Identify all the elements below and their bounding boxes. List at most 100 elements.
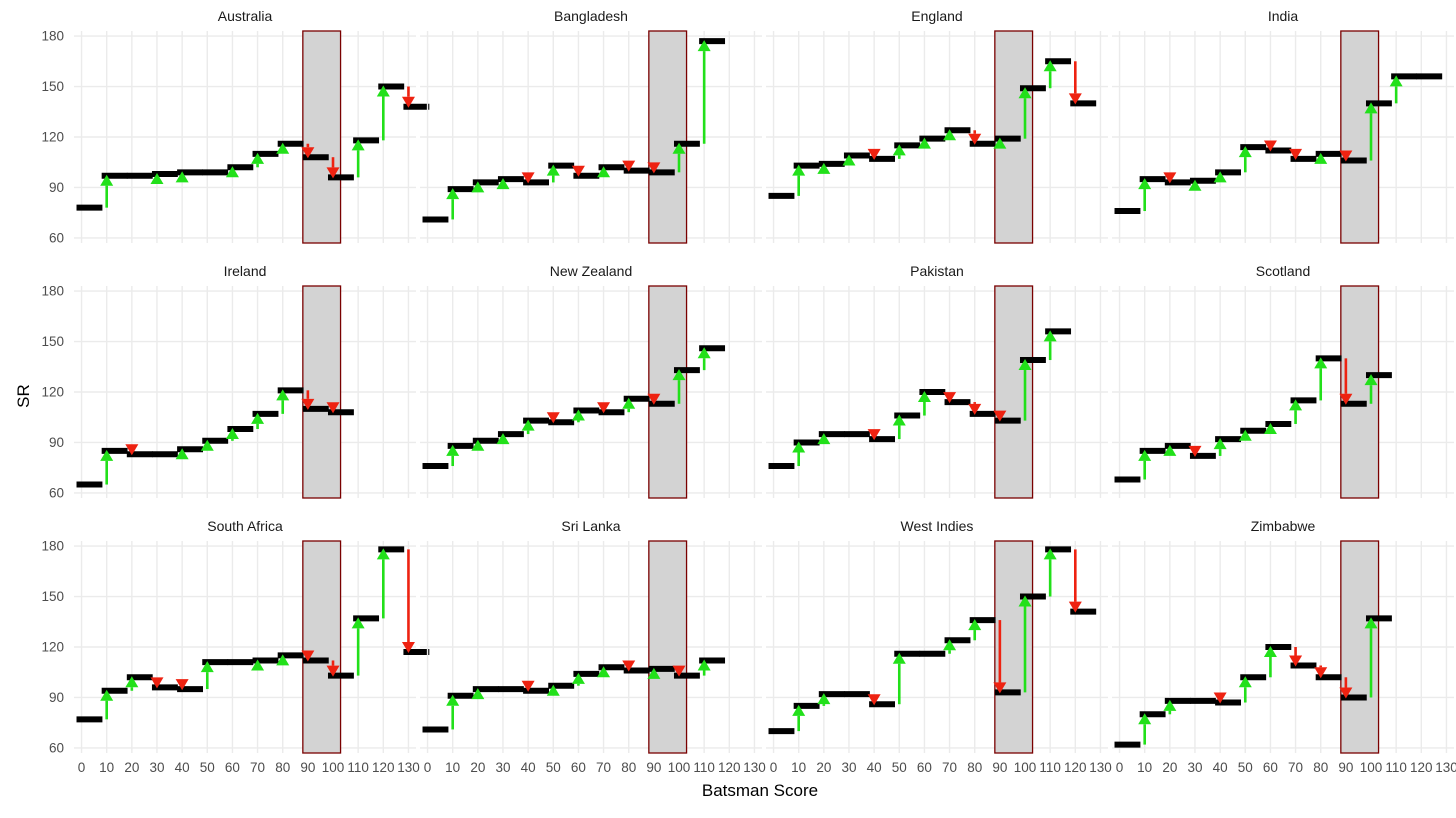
increase-arrow-head — [1018, 595, 1032, 607]
increase-arrow-head — [697, 659, 711, 671]
highlight-band — [648, 540, 688, 754]
increase-arrow-head — [892, 414, 906, 426]
x-tick-label: 10 — [1137, 760, 1152, 775]
panel-new-zealand: New Zealand — [420, 263, 762, 499]
decrease-arrow-head — [1339, 393, 1353, 405]
x-tick-label: 100 — [668, 760, 691, 775]
panel-title-west-indies: West Indies — [901, 518, 974, 534]
y-tick-label: 120 — [41, 385, 64, 400]
panel-title-south-africa: South Africa — [207, 518, 283, 534]
y-axis-title: SR — [14, 384, 33, 408]
x-tick-label: 70 — [942, 760, 957, 775]
decrease-arrow-head — [1289, 148, 1303, 160]
increase-arrow-head — [892, 652, 906, 664]
decrease-arrow-head — [150, 677, 164, 689]
increase-arrow-head — [917, 391, 931, 402]
x-tick-label: 130 — [1435, 760, 1456, 775]
x-tick-label: 30 — [841, 760, 856, 775]
x-tick-label: 120 — [372, 760, 395, 775]
panel-india: India — [1112, 8, 1454, 244]
x-tick-label: 20 — [470, 760, 485, 775]
increase-arrow-head — [471, 688, 485, 700]
x-tick-label: 90 — [1338, 760, 1353, 775]
panel-bangladesh: Bangladesh — [420, 8, 762, 244]
x-tick-label: 40 — [1213, 760, 1228, 775]
x-tick-label: 130 — [397, 760, 420, 775]
increase-arrow-head — [1314, 357, 1328, 369]
x-tick-label: 120 — [1064, 760, 1087, 775]
x-tick-label: 80 — [1313, 760, 1328, 775]
x-tick-label: 20 — [1162, 760, 1177, 775]
y-tick-label: 60 — [49, 485, 64, 500]
increase-arrow-head — [672, 142, 686, 154]
x-tick-label: 50 — [200, 760, 215, 775]
decrease-arrow-head — [401, 96, 415, 108]
decrease-arrow-head — [867, 694, 881, 706]
increase-arrow-head — [792, 704, 806, 716]
increase-arrow-head — [1389, 75, 1403, 87]
decrease-arrow-head — [521, 680, 535, 692]
increase-arrow-head — [892, 144, 906, 156]
x-tick-label: 130 — [1089, 760, 1112, 775]
increase-arrow-head — [968, 619, 982, 631]
x-tick-label: 40 — [867, 760, 882, 775]
panel-title-india: India — [1268, 8, 1299, 24]
decrease-arrow-head — [1188, 445, 1202, 457]
highlight-band — [302, 540, 342, 754]
panel-title-scotland: Scotland — [1256, 263, 1310, 279]
increase-arrow-head — [1263, 422, 1277, 434]
increase-arrow-head — [546, 164, 560, 176]
decrease-arrow-head — [301, 650, 315, 662]
increase-arrow-head — [817, 433, 831, 445]
x-tick-label: 120 — [718, 760, 741, 775]
x-tick-label: 30 — [495, 760, 510, 775]
increase-arrow-head — [597, 666, 611, 678]
increase-arrow-head — [200, 439, 214, 451]
decrease-arrow-head — [546, 412, 560, 424]
increase-arrow-head — [100, 174, 114, 186]
y-tick-label: 90 — [49, 180, 64, 195]
x-tick-label: 110 — [347, 760, 369, 775]
increase-arrow-head — [1043, 60, 1057, 72]
x-tick-label: 90 — [646, 760, 661, 775]
increase-arrow-head — [100, 449, 114, 461]
increase-arrow-head — [1238, 146, 1252, 158]
x-tick-label: 40 — [521, 760, 536, 775]
increase-arrow-head — [446, 694, 460, 706]
increase-arrow-head — [672, 369, 686, 381]
highlight-band — [302, 30, 342, 244]
x-tick-label: 0 — [424, 760, 432, 775]
decrease-arrow-head — [1068, 601, 1082, 613]
x-tick-label: 0 — [1116, 760, 1124, 775]
increase-arrow-head — [1138, 449, 1152, 461]
increase-arrow-head — [376, 548, 390, 560]
decrease-arrow-head — [1339, 687, 1353, 699]
decrease-arrow-head — [1263, 140, 1277, 152]
x-tick-label: 80 — [621, 760, 636, 775]
increase-arrow-head — [446, 444, 460, 456]
x-tick-label: 40 — [175, 760, 190, 775]
increase-arrow-head — [276, 389, 290, 401]
increase-arrow-head — [1289, 399, 1303, 411]
highlight-band — [994, 285, 1034, 499]
x-axis-title: Batsman Score — [702, 781, 818, 800]
highlight-band — [1340, 30, 1380, 244]
increase-arrow-head — [1238, 429, 1252, 441]
increase-arrow-head — [546, 684, 560, 696]
decrease-arrow-head — [1213, 692, 1227, 704]
increase-arrow-head — [647, 667, 661, 679]
increase-arrow-head — [100, 689, 114, 701]
x-tick-label: 70 — [596, 760, 611, 775]
x-tick-label: 20 — [816, 760, 831, 775]
decrease-arrow-head — [968, 133, 982, 145]
increase-arrow-head — [1213, 171, 1227, 183]
decrease-arrow-head — [1339, 150, 1353, 162]
panel-ireland: Ireland 60 90 120 150 180 — [41, 263, 416, 500]
decrease-arrow-head — [326, 665, 340, 677]
decrease-arrow-head — [622, 160, 636, 172]
increase-arrow-head — [496, 433, 510, 445]
x-tick-label: 10 — [99, 760, 114, 775]
y-tick-label: 150 — [41, 589, 64, 604]
increase-arrow-head — [842, 154, 856, 166]
